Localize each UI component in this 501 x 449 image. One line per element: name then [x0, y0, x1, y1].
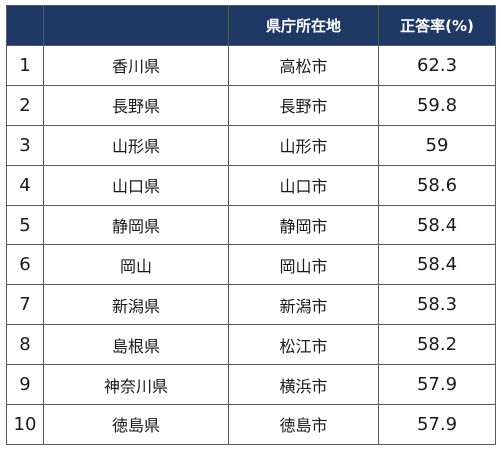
rank-cell: 9: [6, 364, 44, 406]
prefecture-cell: 岡山: [43, 244, 229, 286]
table-row: 10 徳島県 徳島市 57.9: [6, 404, 496, 445]
prefecture-cell: 山口県: [43, 164, 229, 206]
rate-cell: 57.9: [378, 404, 496, 445]
table-row: 1 香川県 高松市 62.3: [6, 45, 496, 86]
rank-cell: 6: [6, 244, 44, 286]
rank-cell: 4: [6, 164, 44, 206]
rank-cell: 1: [6, 45, 44, 86]
rank-cell: 2: [6, 84, 44, 126]
table-row: 3 山形県 山形市 59: [6, 124, 496, 166]
prefecture-cell: 香川県: [43, 45, 229, 86]
table-row: 4 山口県 山口市 58.6: [6, 164, 496, 206]
capital-cell: 静岡市: [228, 204, 379, 246]
prefecture-cell: 静岡県: [43, 204, 229, 246]
capital-cell: 山口市: [228, 164, 379, 206]
table-row: 7 新潟県 新潟市 58.3: [6, 284, 496, 326]
table-row: 8 島根県 松江市 58.2: [6, 324, 496, 366]
prefecture-cell: 新潟県: [43, 284, 229, 326]
rate-cell: 62.3: [378, 45, 496, 86]
rate-cell: 58.3: [378, 284, 496, 326]
capital-cell: 長野市: [228, 84, 379, 126]
rate-cell: 58.6: [378, 164, 496, 206]
header-capital: 県庁所在地: [228, 5, 379, 46]
rate-cell: 58.2: [378, 324, 496, 366]
prefecture-cell: 長野県: [43, 84, 229, 126]
table-row: 9 神奈川県 横浜市 57.9: [6, 364, 496, 406]
ranking-table: 県庁所在地 正答率(%) 1 香川県 高松市 62.3 2 長野県 長野市 59…: [6, 5, 496, 445]
rate-cell: 59: [378, 124, 496, 166]
prefecture-cell: 山形県: [43, 124, 229, 166]
rank-cell: 8: [6, 324, 44, 366]
header-rate: 正答率(%): [378, 5, 496, 46]
prefecture-cell: 神奈川県: [43, 364, 229, 406]
table-header-row: 県庁所在地 正答率(%): [6, 5, 496, 46]
table-row: 2 長野県 長野市 59.8: [6, 84, 496, 126]
rank-cell: 3: [6, 124, 44, 166]
capital-cell: 岡山市: [228, 244, 379, 286]
capital-cell: 松江市: [228, 324, 379, 366]
rate-cell: 58.4: [378, 204, 496, 246]
capital-cell: 新潟市: [228, 284, 379, 326]
rank-cell: 7: [6, 284, 44, 326]
prefecture-cell: 徳島県: [43, 404, 229, 445]
header-rank: [6, 5, 44, 46]
prefecture-cell: 島根県: [43, 324, 229, 366]
header-prefecture: [43, 5, 229, 46]
table-row: 5 静岡県 静岡市 58.4: [6, 204, 496, 246]
capital-cell: 高松市: [228, 45, 379, 86]
rate-cell: 59.8: [378, 84, 496, 126]
rate-cell: 57.9: [378, 364, 496, 406]
capital-cell: 山形市: [228, 124, 379, 166]
capital-cell: 徳島市: [228, 404, 379, 445]
rank-cell: 5: [6, 204, 44, 246]
table-row: 6 岡山 岡山市 58.4: [6, 244, 496, 286]
capital-cell: 横浜市: [228, 364, 379, 406]
rate-cell: 58.4: [378, 244, 496, 286]
rank-cell: 10: [6, 404, 44, 445]
